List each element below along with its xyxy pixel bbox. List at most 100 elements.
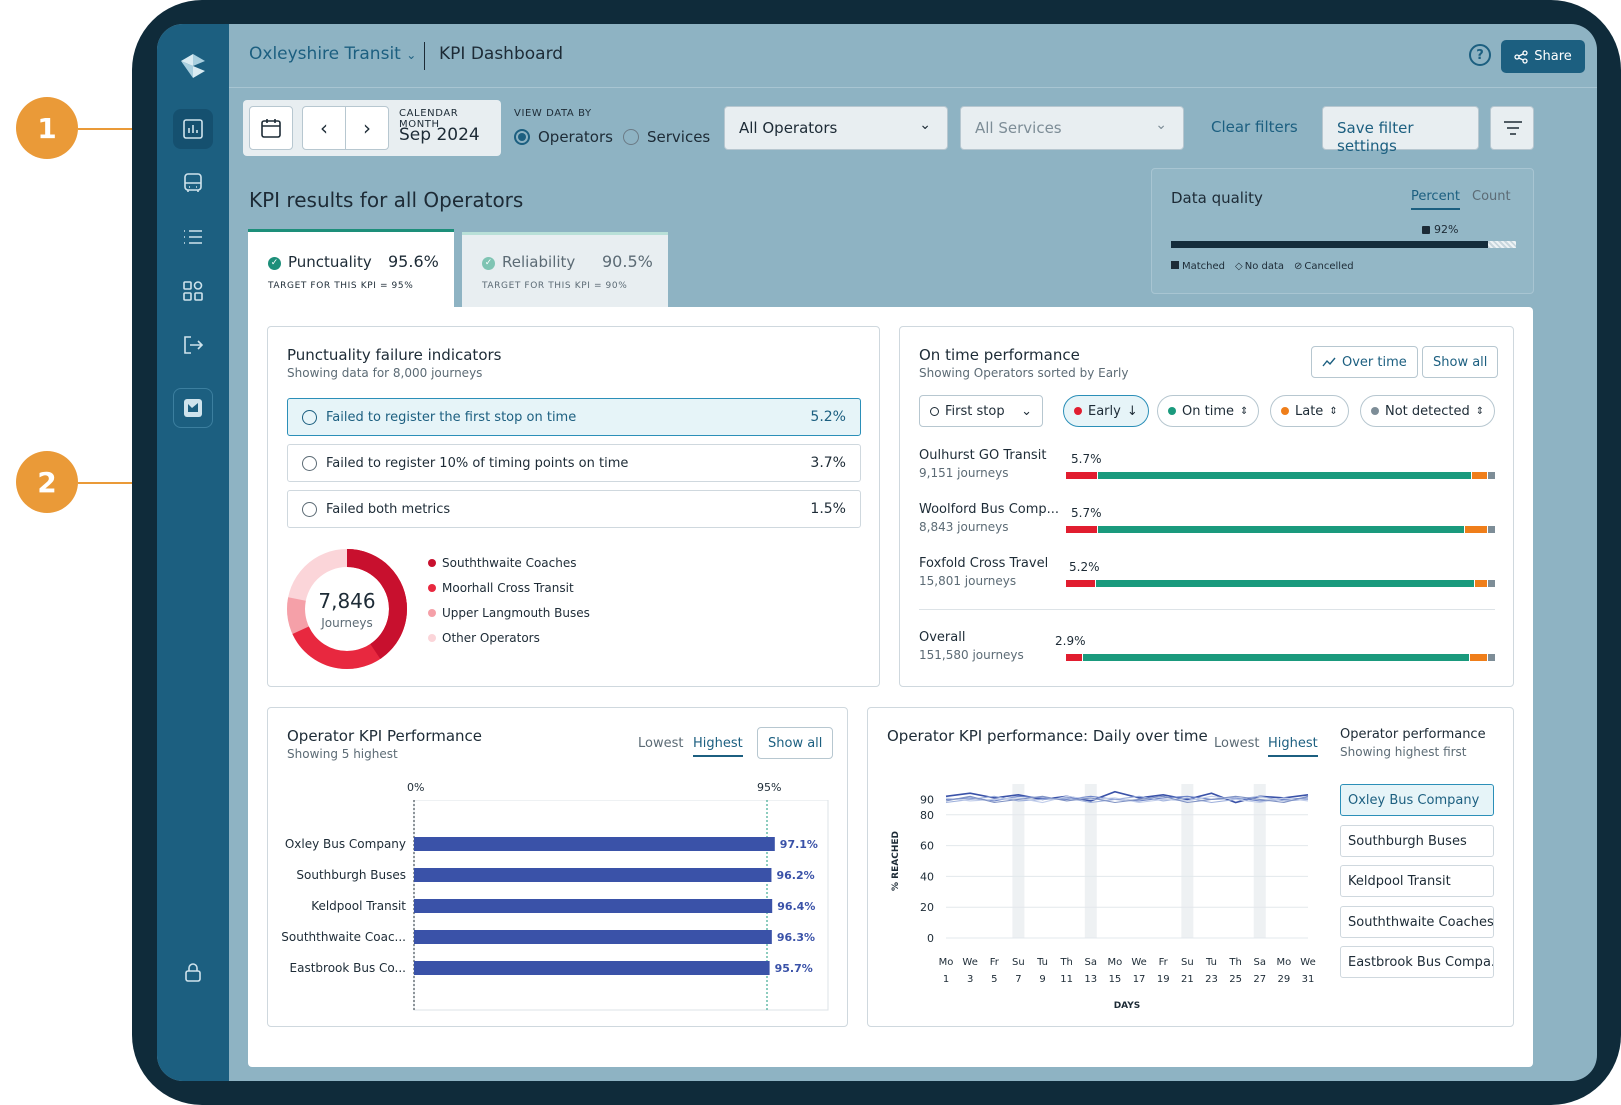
share-icon xyxy=(1514,49,1528,64)
save-filter-settings-button[interactable]: Save filter settings xyxy=(1322,106,1479,155)
daily-x-day-label: Mo xyxy=(1108,957,1123,968)
weekend-band xyxy=(1253,784,1266,938)
radio-selected xyxy=(514,129,530,145)
kpi-bar-value-label: 96.3% xyxy=(777,931,815,944)
ontime-overall-journeys: 151,580 journeys xyxy=(919,648,1024,662)
sidebar xyxy=(157,24,229,1081)
over-time-button[interactable]: Over time xyxy=(1311,346,1418,378)
ontime-early-pct: 5.7% xyxy=(1071,506,1102,520)
early-sort-pill[interactable]: Early ↓ xyxy=(1063,395,1149,427)
services-select[interactable]: All Services ⌄ xyxy=(960,106,1184,150)
daily-x-day-label: Tu xyxy=(1205,957,1217,968)
daily-x-date-label: 27 xyxy=(1253,974,1266,985)
operators-select[interactable]: All Operators ⌄ xyxy=(724,106,948,150)
daily-over-time-card: Operator KPI performance: Daily over tim… xyxy=(867,707,1514,1027)
donut-legend: Souththwaite Coaches Moorhall Cross Tran… xyxy=(428,551,590,651)
page-title: KPI Dashboard xyxy=(439,44,564,64)
next-month-button[interactable]: › xyxy=(345,106,389,150)
legend-matched: Matched xyxy=(1171,261,1225,272)
callout-1: 1 xyxy=(16,97,78,159)
failure-row[interactable]: Failed to register the first stop on tim… xyxy=(287,398,861,436)
daily-x-date-label: 25 xyxy=(1229,974,1242,985)
daily-tab-lowest[interactable]: Lowest xyxy=(1214,736,1260,751)
weekend-band xyxy=(1012,784,1025,938)
kpi-tab-reliability[interactable]: ✓ Reliability 90.5% TARGET FOR THIS KPI … xyxy=(462,232,668,307)
list-nav-icon[interactable] xyxy=(173,217,213,257)
dashboard-nav-icon[interactable] xyxy=(173,109,213,149)
daily-x-day-label: Sa xyxy=(1085,957,1097,968)
on-time-sort-pill[interactable]: On time ⇕ xyxy=(1157,395,1260,427)
data-quality-bar xyxy=(1171,241,1516,248)
kpi-perf-tab-highest[interactable]: Highest xyxy=(693,736,743,757)
ontime-early-pct: 5.7% xyxy=(1071,452,1102,466)
apps-nav-icon[interactable] xyxy=(173,271,213,311)
main-content: Oxleyshire Transit ⌄ KPI Dashboard ? Sha… xyxy=(229,24,1597,1081)
matched-swatch xyxy=(1422,225,1430,234)
legend-item: Souththwaite Coaches xyxy=(428,551,590,576)
not-detected-sort-pill[interactable]: Not detected ⇕ xyxy=(1360,395,1496,427)
daily-x-date-label: 5 xyxy=(991,974,997,985)
kpi-bar-category-label: Southburgh Buses xyxy=(296,868,406,882)
first-stop-select[interactable]: First stop ⌄ xyxy=(919,395,1043,427)
ontime-stacked-bar xyxy=(1066,654,1495,661)
data-quality-tab-percent[interactable]: Percent xyxy=(1411,189,1460,210)
daily-tab-highest[interactable]: Highest xyxy=(1268,736,1318,757)
failure-row[interactable]: Failed to register 10% of timing points … xyxy=(287,444,861,482)
ontime-operator-name: Foxfold Cross Travel xyxy=(919,556,1049,571)
daily-operator-item[interactable]: Eastbrook Bus Compa... xyxy=(1340,946,1494,978)
first-stop-circle-icon xyxy=(930,406,939,416)
calendar-button[interactable] xyxy=(249,106,293,150)
failure-row[interactable]: Failed both metrics 1.5% xyxy=(287,490,861,528)
operators-select-value: All Operators xyxy=(739,119,838,137)
bus-nav-icon[interactable] xyxy=(173,163,213,203)
kpi-bar xyxy=(414,837,775,851)
daily-operator-item[interactable]: Keldpool Transit xyxy=(1340,865,1494,897)
share-button[interactable]: Share xyxy=(1501,40,1585,73)
daily-x-date-label: 13 xyxy=(1084,974,1097,985)
legend-item: Upper Langmouth Buses xyxy=(428,601,590,626)
early-dot xyxy=(1074,407,1082,415)
clear-filters-button[interactable]: Clear filters xyxy=(1211,118,1298,136)
view-by-services-radio[interactable]: Services xyxy=(623,128,710,146)
kpi-tab-punctuality[interactable]: ✓ Punctuality 95.6% TARGET FOR THIS KPI … xyxy=(248,229,454,307)
ontime-show-all-button[interactable]: Show all xyxy=(1422,346,1499,378)
export-nav-icon[interactable] xyxy=(173,325,213,365)
ontime-subtitle: Showing Operators sorted by Early xyxy=(919,366,1129,380)
legend-swatch xyxy=(428,609,436,617)
kpi-bar xyxy=(414,868,772,882)
brand-switcher[interactable]: Oxleyshire Transit ⌄ xyxy=(249,44,416,64)
daily-operator-item[interactable]: Souththwaite Coaches xyxy=(1340,906,1494,938)
reliability-check-icon: ✓ xyxy=(482,257,495,270)
late-sort-pill[interactable]: Late ⇕ xyxy=(1270,395,1349,427)
daily-y-tick: 0 xyxy=(927,932,934,945)
daily-x-day-label: Su xyxy=(1012,957,1025,968)
kpi-bar-chart: Oxley Bus Company 97.1% Southburgh Buses 96… xyxy=(281,800,829,1011)
data-quality-tab-count[interactable]: Count xyxy=(1472,189,1511,204)
daily-operator-item[interactable]: Southburgh Buses xyxy=(1340,825,1494,857)
info-circle-icon xyxy=(302,502,317,517)
kpi-bar-value-label: 95.7% xyxy=(775,962,813,975)
lock-icon[interactable] xyxy=(173,952,213,992)
ontime-stacked-bar xyxy=(1066,526,1495,533)
kpi-bar-axis-start: 0% xyxy=(407,781,425,794)
ontime-operator-journeys: 15,801 journeys xyxy=(919,574,1017,588)
kpi-content-panel: Punctuality failure indicators Showing d… xyxy=(248,307,1533,1067)
app-logo-icon[interactable] xyxy=(173,46,213,86)
punctuality-label: Punctuality xyxy=(288,253,372,271)
kpi-perf-show-all-button[interactable]: Show all xyxy=(757,727,834,759)
legend-no-data: ◇ No data xyxy=(1235,261,1285,272)
legend-item: Moorhall Cross Transit xyxy=(428,576,590,601)
daily-x-date-label: 21 xyxy=(1181,974,1194,985)
view-by-operators-radio[interactable]: Operators xyxy=(514,128,613,146)
arrow-down-icon: ↓ xyxy=(1126,403,1138,419)
late-dot xyxy=(1281,407,1289,415)
filter-menu-button[interactable] xyxy=(1490,106,1534,150)
daily-operator-item[interactable]: Oxley Bus Company xyxy=(1340,784,1494,816)
help-icon[interactable]: ? xyxy=(1469,44,1491,66)
services-radio-label: Services xyxy=(647,128,711,146)
reliability-value: 90.5% xyxy=(602,252,653,271)
kpi-bar-value-label: 96.2% xyxy=(776,869,814,882)
kpi-perf-tab-lowest[interactable]: Lowest xyxy=(638,736,684,751)
previous-month-button[interactable]: ‹ xyxy=(302,106,346,150)
map-nav-icon[interactable] xyxy=(173,388,213,428)
